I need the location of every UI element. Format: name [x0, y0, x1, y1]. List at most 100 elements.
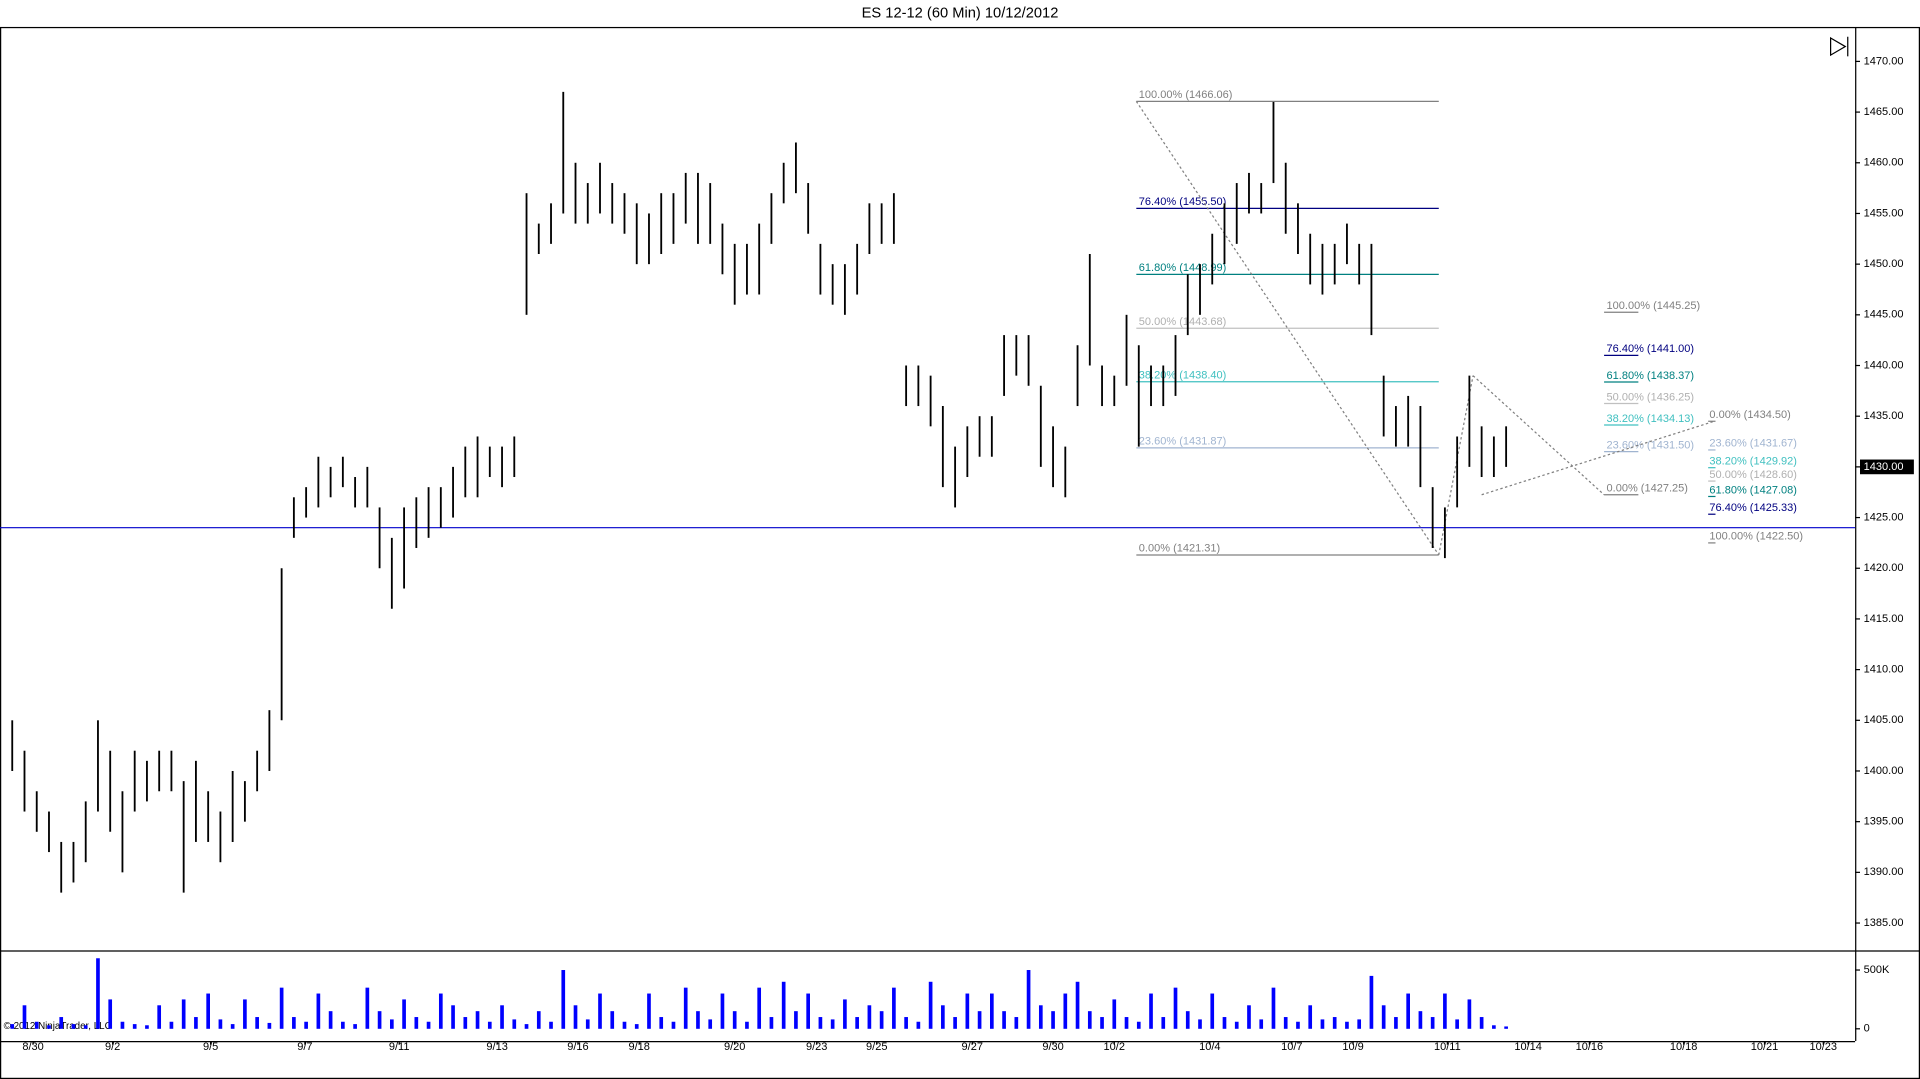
volume-bar — [818, 1017, 823, 1029]
scroll-end-button[interactable] — [1830, 36, 1849, 57]
x-tick-label: 9/2 — [105, 1041, 120, 1053]
volume-bar — [365, 987, 370, 1029]
volume-bar — [1100, 1017, 1104, 1029]
y-tick-label: 1420.00 — [1864, 562, 1904, 574]
volume-bar — [267, 1022, 272, 1029]
volume-bar — [181, 999, 186, 1029]
volume-bar — [83, 1025, 88, 1029]
volume-bar — [769, 1017, 774, 1029]
volume-bar — [1124, 1017, 1129, 1029]
volume-bar — [1136, 1021, 1141, 1029]
volume-bar — [1161, 1017, 1166, 1029]
volume-bar — [157, 1005, 162, 1029]
x-tick-label: 10/7 — [1281, 1041, 1302, 1053]
x-tick-label: 9/25 — [866, 1041, 887, 1053]
fib-label: 50.00% (1428.60) — [1709, 469, 1797, 481]
volume-bar — [132, 1024, 137, 1029]
volume-bar — [1173, 987, 1178, 1029]
x-tick-label: 9/23 — [806, 1041, 827, 1053]
play-icon — [1830, 36, 1847, 57]
volume-bar — [463, 1017, 468, 1029]
y-tick-label: 1425.00 — [1864, 511, 1904, 523]
volume-bar — [928, 981, 933, 1029]
last-price-box — [1860, 459, 1914, 475]
volume-bar — [292, 1017, 296, 1029]
volume-bar — [745, 1021, 749, 1029]
x-tick-label: 10/21 — [1751, 1041, 1779, 1053]
fib-label: 23.60% (1431.67) — [1709, 438, 1797, 450]
y-tick-label: 1410.00 — [1864, 664, 1904, 676]
volume-bar — [524, 1024, 529, 1029]
volume-bar — [255, 1017, 259, 1029]
volume-bar — [1185, 1011, 1190, 1029]
fib-label: 76.40% (1425.33) — [1709, 502, 1797, 514]
fib-label: 38.20% (1429.92) — [1709, 455, 1797, 467]
volume-bar — [1394, 1017, 1398, 1029]
fib-label: 61.80% (1427.08) — [1709, 484, 1797, 496]
fib-label: 0.00% (1434.50) — [1709, 409, 1790, 421]
volume-bar — [671, 1021, 676, 1029]
volume-bar — [1087, 1011, 1092, 1029]
volume-bar — [512, 1019, 517, 1029]
volume-bar — [96, 958, 100, 1029]
volume-tick-label: 0 — [1864, 1023, 1870, 1035]
volume-bar — [757, 987, 762, 1029]
frame — [0, 26, 1920, 1079]
volume-bar — [659, 1017, 664, 1029]
volume-bar — [573, 1005, 578, 1029]
volume-bar — [1051, 1011, 1055, 1029]
volume-bar — [1308, 1005, 1313, 1029]
volume-bar — [426, 1021, 431, 1029]
x-tick-label: 10/4 — [1199, 1041, 1220, 1053]
fib-label: 50.00% (1436.25) — [1607, 391, 1695, 403]
volume-bar — [1149, 993, 1153, 1029]
volume-bar — [1332, 1017, 1337, 1029]
volume-bar — [1455, 1019, 1459, 1029]
fib-label: 61.80% (1438.37) — [1607, 370, 1695, 382]
volume-bar — [328, 1011, 333, 1029]
volume-bar — [1198, 1019, 1202, 1029]
fib-connector — [1481, 420, 1715, 496]
fib-label: 100.00% (1422.50) — [1709, 531, 1803, 543]
volume-bar — [830, 1019, 835, 1029]
x-tick-label: 9/7 — [297, 1041, 312, 1053]
volume-bar — [353, 1024, 357, 1029]
fib-label: 100.00% (1466.06) — [1139, 89, 1233, 101]
volume-bar — [22, 1005, 27, 1029]
volume-bar — [867, 1005, 872, 1029]
volume-bar — [34, 1021, 39, 1029]
volume-bar — [475, 1011, 480, 1029]
x-tick-label: 10/2 — [1104, 1041, 1125, 1053]
fib-label: 76.40% (1455.50) — [1139, 196, 1227, 208]
volume-bar — [855, 1017, 859, 1029]
volume-bar — [990, 993, 994, 1029]
x-tick-label: 10/18 — [1670, 1041, 1698, 1053]
volume-bar — [843, 999, 847, 1029]
volume-bar — [977, 1011, 982, 1029]
volume-bar — [892, 987, 896, 1029]
volume-bar — [610, 1011, 615, 1029]
volume-bar — [206, 993, 210, 1029]
volume-bar — [451, 1005, 455, 1029]
volume-bar — [1002, 1011, 1006, 1029]
volume-bar — [1038, 1005, 1043, 1029]
volume-bar — [536, 1011, 541, 1029]
x-tick-label: 9/5 — [203, 1041, 218, 1053]
volume-bar — [1369, 975, 1374, 1029]
y-tick-label: 1400.00 — [1864, 765, 1904, 777]
volume-tick-label: 500K — [1864, 964, 1890, 976]
fib-label: 61.80% (1448.99) — [1139, 262, 1227, 274]
volume-bar — [1430, 1017, 1435, 1029]
fib-label: 38.20% (1434.13) — [1607, 413, 1695, 425]
volume-bar — [647, 993, 651, 1029]
volume-bar — [487, 1021, 492, 1029]
volume-bar — [230, 1024, 235, 1029]
volume-bar — [904, 1017, 908, 1029]
volume-bar — [1112, 999, 1117, 1029]
x-tick-label: 10/9 — [1342, 1041, 1363, 1053]
y-tick-label: 1470.00 — [1864, 55, 1904, 67]
volume-bar — [1418, 1011, 1423, 1029]
volume-bar — [279, 987, 284, 1029]
volume-bar — [561, 970, 566, 1029]
